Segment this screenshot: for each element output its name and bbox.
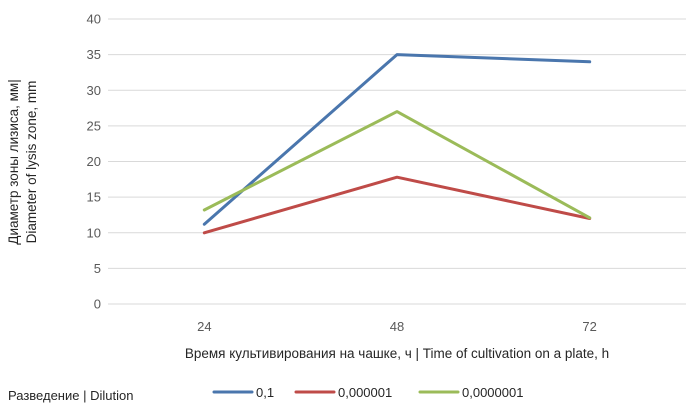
y-axis-title-line1: Диаметр зоны лизиса, мм| (6, 79, 21, 244)
series-lines (202, 53, 592, 235)
y-axis-title-line2: Diameter of lysis zone, mm (24, 81, 39, 244)
x-tick-label: 24 (197, 319, 211, 334)
y-tick-label: 35 (87, 47, 101, 62)
y-tick-label: 10 (87, 225, 101, 240)
y-tick-label: 5 (94, 261, 101, 276)
legend-title: Разведение | Dilution (8, 388, 133, 403)
series-line (202, 110, 592, 220)
legend-label: 0,000001 (338, 385, 392, 400)
y-tick-label: 20 (87, 154, 101, 169)
gridlines (108, 18, 686, 305)
legend-label: 0,0000001 (462, 385, 523, 400)
legend: 0,1 0,000001 0,0000001 (212, 385, 523, 400)
y-tick-label: 0 (94, 297, 101, 312)
y-tick-label: 40 (87, 12, 101, 27)
x-axis-title: Время культивирования на чашке, ч | Time… (185, 346, 609, 361)
series-line (202, 53, 592, 226)
x-tick-label: 72 (582, 319, 596, 334)
y-tick-label: 30 (87, 83, 101, 98)
legend-label: 0,1 (256, 385, 274, 400)
x-tick-label: 48 (390, 319, 404, 334)
y-tick-label: 25 (87, 118, 101, 133)
y-tick-label: 15 (87, 190, 101, 205)
y-axis-ticks: 0 5 10 15 20 25 30 35 40 (87, 12, 101, 312)
series-line (202, 175, 592, 235)
x-axis-ticks: 24 48 72 (197, 319, 597, 334)
